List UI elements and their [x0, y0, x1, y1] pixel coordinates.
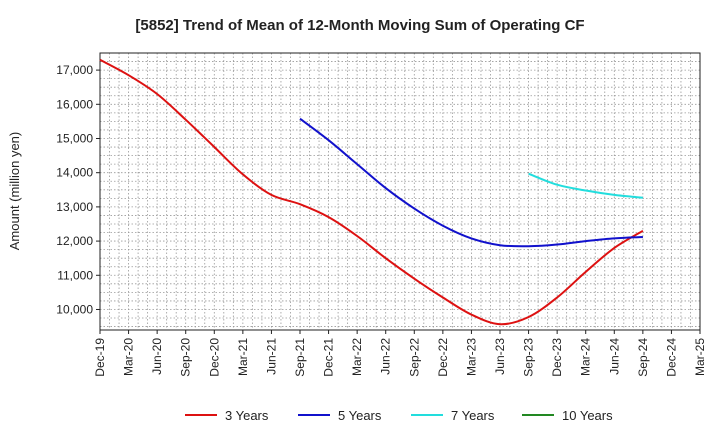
series-group [99, 58, 644, 326]
x-tick-label: Mar-22 [350, 338, 364, 376]
chart-title: [5852] Trend of Mean of 12-Month Moving … [135, 17, 584, 34]
series-line-5-years [299, 117, 643, 248]
legend-label-5-years: 5 Years [338, 408, 382, 423]
x-tick-label: Sep-20 [179, 338, 193, 377]
legend-label-7-years: 7 Years [451, 408, 495, 423]
x-tick-label: Sep-23 [522, 338, 536, 377]
legend: 3 Years 5 Years 7 Years 10 Years [185, 408, 613, 423]
x-tick-label: Sep-21 [293, 338, 307, 377]
x-tick-label: Dec-23 [550, 338, 564, 377]
x-tick-label: Dec-24 [664, 338, 678, 377]
y-tick-label: 14,000 [56, 166, 93, 180]
legend-label-3-years: 3 Years [225, 408, 269, 423]
series-line-3-years [99, 58, 644, 326]
y-tick-label: 16,000 [56, 97, 93, 111]
x-tick-label: Mar-25 [693, 338, 707, 376]
y-tick-label: 13,000 [56, 200, 93, 214]
x-tick-label: Mar-20 [122, 338, 136, 376]
y-axis-ticks: 10,000 11,000 12,000 13,000 14,000 15,000 16,0… [56, 63, 100, 316]
x-tick-label: Jun-21 [264, 338, 278, 375]
series-line-7-years [528, 172, 644, 199]
x-tick-label: Mar-23 [464, 338, 478, 376]
plot-frame [99, 52, 701, 331]
x-tick-label: Dec-22 [436, 338, 450, 377]
y-tick-label: 10,000 [56, 302, 93, 316]
x-tick-label: Mar-24 [579, 338, 593, 376]
x-tick-label: Mar-21 [236, 338, 250, 376]
x-tick-label: Sep-22 [407, 338, 421, 377]
y-axis-label: Amount (million yen) [7, 132, 22, 251]
x-axis-ticks: Dec-19 Mar-20 Jun-20 Sep-20 Dec-20 Mar-21 Jun-… [93, 330, 707, 377]
y-tick-label: 11,000 [57, 268, 93, 282]
legend-label-10-years: 10 Years [562, 408, 613, 423]
y-tick-label: 17,000 [56, 63, 93, 77]
x-tick-label: Sep-24 [636, 338, 650, 377]
y-tick-label: 12,000 [56, 234, 93, 248]
x-tick-label: Dec-19 [93, 338, 107, 377]
y-tick-label: 15,000 [56, 131, 93, 145]
x-tick-label: Dec-20 [207, 338, 221, 377]
grid [100, 53, 700, 330]
x-tick-label: Jun-20 [150, 338, 164, 375]
x-tick-label: Jun-22 [379, 338, 393, 375]
x-tick-label: Dec-21 [322, 338, 336, 377]
x-tick-label: Jun-23 [493, 338, 507, 375]
x-tick-label: Jun-24 [607, 338, 621, 375]
